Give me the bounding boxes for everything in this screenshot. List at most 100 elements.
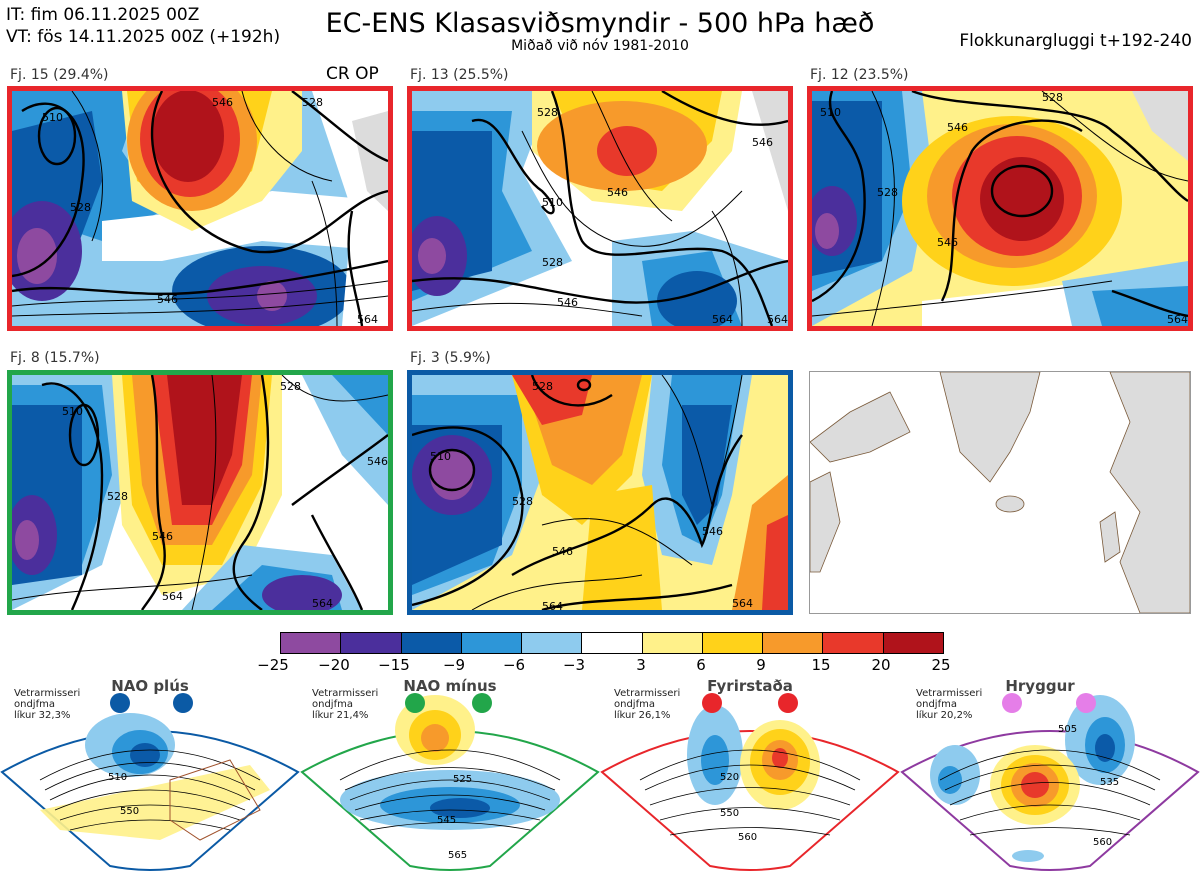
colorbar-tick: 15 [811,656,831,674]
cluster-label-1: Fj. 15 (29.4%) [10,67,109,83]
contour-label: 510 [820,106,841,119]
contour-label: 510 [42,111,63,124]
contour-label: 564 [712,313,733,326]
colorbar-swatch [762,633,823,653]
regime-note: Vetrarmisseri ondjfma líkur 21,4% [312,688,378,721]
contour-label: 528 [1042,91,1063,104]
cluster-label-4: Fj. 8 (15.7%) [10,350,100,366]
contour-label: 528 [70,201,91,214]
regime-contour-label: 545 [437,815,456,826]
contour-label: 528 [537,106,558,119]
regime-title-ridge: Hryggur [1005,677,1075,695]
colorbar-tick: 25 [931,656,951,674]
cluster-map-4: 510 528 546 528 546 564 564 [7,370,393,615]
regime-note-line: Vetrarmisseri [916,688,983,699]
regime-contour-label: 560 [738,832,757,843]
regime-title-nao-minus: NAO mínus [403,677,497,695]
contour-label: 546 [557,296,578,309]
contour-label: 564 [162,590,183,603]
regime-contour-label: 510 [108,772,127,783]
contour-label: 510 [542,196,563,209]
regime-title-nao-plus: NAO plús [111,677,189,695]
cluster-map-2: 528 546 510 546 528 546 564 564 [407,86,793,331]
contour-label: 528 [107,490,128,503]
contour-label: 546 [152,530,173,543]
colorbar-swatch [340,633,401,653]
cluster-label-3: Fj. 12 (23.5%) [810,67,909,83]
clustering-window: Flokkunargluggi t+192-240 [959,31,1192,51]
regime-contour-label: 520 [720,772,739,783]
regime-note-line: líkur 32,3% [14,710,71,721]
regime-note-line: ondjfma [14,699,55,710]
regime-contour-label: 560 [1093,837,1112,848]
contour-label: 528 [877,186,898,199]
contour-label: 546 [752,136,773,149]
colorbar-tick: 3 [636,656,646,674]
regime-contour-label: 535 [1100,777,1119,788]
contour-label: 546 [947,121,968,134]
colorbar-tick: −20 [318,656,350,674]
regime-note: Vetrarmisseri ondjfma líkur 26,1% [614,688,680,721]
regime-note-line: líkur 26,1% [614,710,671,721]
colorbar [280,632,944,654]
page-title: EC-ENS Klasasviðsmyndir - 500 hPa hæð [325,8,875,39]
regime-note-line: Vetrarmisseri [14,688,81,699]
regime-contour-label: 525 [453,774,472,785]
contour-label: 528 [280,380,301,393]
contour-label: 546 [552,545,573,558]
colorbar-swatch [822,633,883,653]
colorbar-tick: −15 [378,656,410,674]
colorbar-swatch [882,633,943,653]
colorbar-tick: −9 [442,656,466,674]
colorbar-swatch [641,633,702,653]
colorbar-swatch [281,633,341,653]
valid-time: VT: fös 14.11.2025 00Z (+192h) [6,27,281,47]
colorbar-swatch [400,633,461,653]
contour-label: 528 [302,96,323,109]
contour-label: 528 [542,256,563,269]
cluster-extra-label: CR OP [326,64,379,84]
regime-contour-label: 565 [448,850,467,861]
colorbar-swatch [521,633,582,653]
contour-label: 564 [767,313,788,326]
regime-contour-label: 550 [720,808,739,819]
regime-note-line: ondjfma [916,699,957,710]
colorbar-tick: 20 [871,656,891,674]
colorbar-tick: −3 [562,656,586,674]
contour-label: 546 [702,525,723,538]
contour-label: 546 [157,293,178,306]
colorbar-swatch [460,633,522,653]
regime-note-line: Vetrarmisseri [312,688,379,699]
regime-contour-label: 550 [120,806,139,817]
contour-label: 546 [367,455,388,468]
colorbar-tick: −6 [502,656,526,674]
contour-label: 564 [357,313,378,326]
regime-map-nao-minus: 525 545 565 [300,693,600,871]
regime-note: Vetrarmisseri ondjfma líkur 20,2% [916,688,982,721]
empty-base-map [809,371,1191,614]
contour-label: 546 [607,186,628,199]
colorbar-swatch [581,633,642,653]
regime-note-line: líkur 21,4% [312,710,369,721]
cluster-label-2: Fj. 13 (25.5%) [410,67,509,83]
contour-label: 564 [312,597,333,610]
contour-label: 528 [512,495,533,508]
regime-map-nao-plus: 510 550 [0,693,300,871]
regime-map-blocking: 520 550 560 [600,693,900,871]
colorbar-tick: 6 [696,656,706,674]
regime-note-line: ondjfma [614,699,655,710]
regime-note-line: líkur 20,2% [916,710,973,721]
contour-label: 564 [542,600,563,610]
regime-note: Vetrarmisseri ondjfma líkur 32,3% [14,688,80,721]
contour-label: 564 [1167,313,1188,326]
cluster-map-3: 510 528 546 528 546 564 [807,86,1193,331]
regime-map-ridge: 505 535 560 [900,693,1200,871]
header-times: IT: fim 06.11.2025 00Z VT: fös 14.11.202… [6,4,280,48]
contour-label: 510 [62,405,83,418]
contour-label: 564 [732,597,753,610]
contour-label: 528 [532,380,553,393]
colorbar-swatch [701,633,763,653]
contour-label: 546 [937,236,958,249]
colorbar-tick: −25 [257,656,289,674]
cluster-label-5: Fj. 3 (5.9%) [410,350,491,366]
